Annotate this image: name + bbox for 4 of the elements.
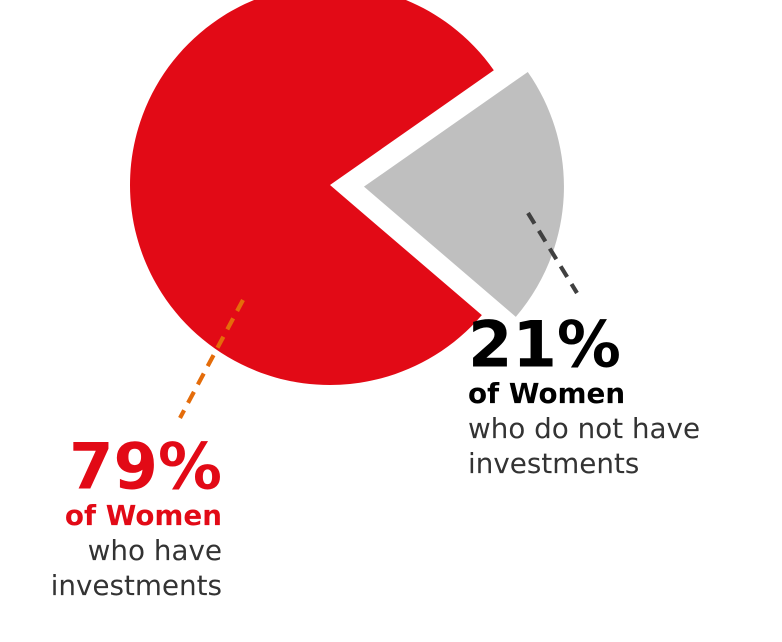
slice-label: of Women who do not have investments [469, 382, 699, 474]
data-label: 21% [473, 319, 619, 368]
data-label: 79% [73, 441, 220, 490]
slice-label: of Women who have investments [53, 504, 221, 596]
